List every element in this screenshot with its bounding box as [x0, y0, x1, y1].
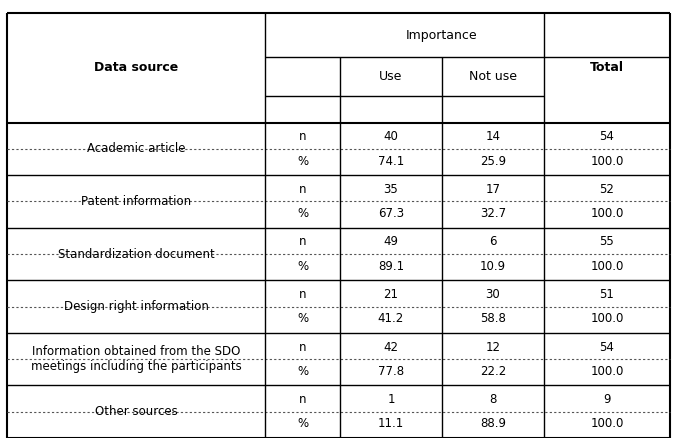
Text: 25.9: 25.9 — [480, 155, 506, 167]
Text: Total: Total — [590, 61, 624, 74]
Text: 77.8: 77.8 — [378, 365, 404, 378]
Text: Not use: Not use — [469, 70, 517, 83]
Text: 100.0: 100.0 — [590, 365, 624, 378]
Text: 49: 49 — [384, 236, 398, 248]
Text: n: n — [299, 236, 307, 248]
Text: 58.8: 58.8 — [480, 312, 506, 325]
Text: 30: 30 — [486, 288, 500, 301]
Text: 21: 21 — [384, 288, 398, 301]
Text: 32.7: 32.7 — [480, 207, 506, 220]
Text: 9: 9 — [603, 393, 611, 406]
Text: 100.0: 100.0 — [590, 260, 624, 272]
Text: Standardization document: Standardization document — [58, 247, 214, 261]
Text: 89.1: 89.1 — [378, 260, 404, 272]
Text: Patent information: Patent information — [81, 195, 191, 208]
Text: 35: 35 — [384, 183, 398, 196]
Text: %: % — [297, 365, 308, 378]
Text: 52: 52 — [600, 183, 614, 196]
Text: n: n — [299, 341, 307, 353]
Text: 10.9: 10.9 — [480, 260, 506, 272]
Text: n: n — [299, 393, 307, 406]
Text: 74.1: 74.1 — [378, 155, 404, 167]
Text: 14: 14 — [486, 131, 500, 143]
Text: 11.1: 11.1 — [378, 417, 404, 430]
Text: %: % — [297, 207, 308, 220]
Text: Use: Use — [379, 70, 403, 83]
Text: Other sources: Other sources — [95, 405, 177, 418]
Text: n: n — [299, 183, 307, 196]
Text: %: % — [297, 417, 308, 430]
Text: 51: 51 — [600, 288, 614, 301]
Text: 54: 54 — [600, 131, 614, 143]
Text: Academic article: Academic article — [87, 142, 185, 155]
Text: 17: 17 — [486, 183, 500, 196]
Text: 22.2: 22.2 — [480, 365, 506, 378]
Text: 1: 1 — [387, 393, 395, 406]
Text: 40: 40 — [384, 131, 398, 143]
Text: 54: 54 — [600, 341, 614, 353]
Text: 6: 6 — [489, 236, 497, 248]
Text: Importance: Importance — [406, 28, 478, 42]
Text: 100.0: 100.0 — [590, 207, 624, 220]
Text: %: % — [297, 155, 308, 167]
Text: 67.3: 67.3 — [378, 207, 404, 220]
Text: 100.0: 100.0 — [590, 155, 624, 167]
Text: 88.9: 88.9 — [480, 417, 506, 430]
Text: 100.0: 100.0 — [590, 417, 624, 430]
Text: %: % — [297, 260, 308, 272]
Text: 12: 12 — [486, 341, 500, 353]
Text: 100.0: 100.0 — [590, 312, 624, 325]
Text: 8: 8 — [490, 393, 496, 406]
Text: Information obtained from the SDO
meetings including the participants: Information obtained from the SDO meetin… — [31, 345, 241, 373]
Text: 55: 55 — [600, 236, 614, 248]
Text: 42: 42 — [384, 341, 398, 353]
Text: 41.2: 41.2 — [378, 312, 404, 325]
Text: n: n — [299, 288, 307, 301]
Text: Data source: Data source — [94, 61, 178, 74]
Text: %: % — [297, 312, 308, 325]
Text: n: n — [299, 131, 307, 143]
Text: Design right information: Design right information — [63, 300, 209, 313]
